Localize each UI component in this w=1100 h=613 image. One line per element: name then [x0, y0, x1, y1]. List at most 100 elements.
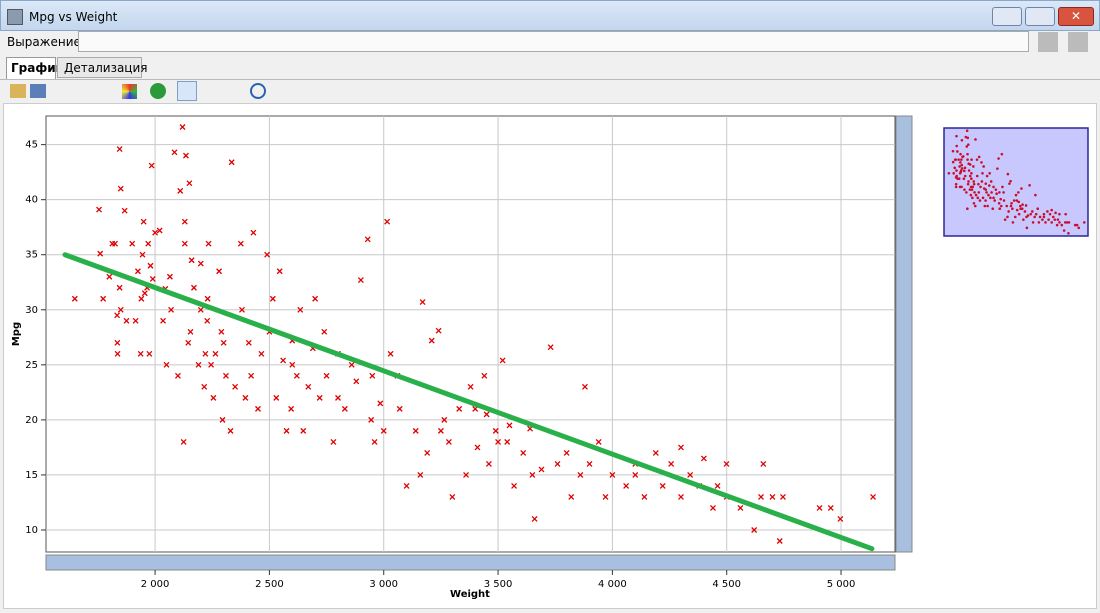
scatter-point	[116, 146, 123, 152]
scatter-point	[212, 350, 219, 357]
overview-point	[1025, 226, 1029, 230]
scatter-point	[687, 471, 694, 478]
overview-point	[967, 143, 970, 146]
overview-point	[954, 185, 958, 189]
scatter-point	[678, 493, 684, 500]
overview-point	[954, 158, 958, 161]
maximize-button[interactable]	[1025, 7, 1055, 26]
scatter-point	[216, 268, 223, 275]
scatter-point	[186, 180, 193, 187]
scatter-point	[312, 295, 319, 302]
overview-point	[1047, 218, 1050, 221]
tool-button[interactable]	[30, 84, 46, 98]
tool-button[interactable]	[250, 83, 266, 99]
overview-point	[1073, 223, 1077, 227]
overview-point	[969, 193, 973, 197]
expression-button[interactable]	[1038, 32, 1058, 52]
fit-line	[62, 252, 875, 552]
overview-point	[1051, 215, 1055, 219]
tab[interactable]: График	[6, 57, 64, 79]
expression-label: Выражение:	[7, 35, 85, 49]
overview-point	[1020, 187, 1023, 190]
minimize-button[interactable]	[992, 7, 1022, 26]
overview-point	[1082, 221, 1086, 224]
scatter-point	[554, 460, 561, 467]
scatter-point	[456, 405, 463, 412]
scatter-point	[293, 372, 300, 379]
overview-point	[1009, 179, 1012, 183]
overview-point	[1009, 204, 1013, 208]
overview-point	[980, 161, 983, 164]
overview-point	[951, 160, 955, 164]
scatter-point	[714, 482, 721, 489]
y-tick-label: 20	[25, 415, 38, 426]
scatter-point	[323, 372, 330, 379]
overview-point	[962, 169, 966, 173]
scatter-point	[197, 260, 204, 267]
scatter-point	[511, 482, 518, 489]
overview-point	[1006, 215, 1009, 219]
scatter-point	[238, 306, 245, 313]
scatter-point	[330, 438, 337, 445]
vertical-scrollbar[interactable]	[895, 115, 913, 553]
expression-button[interactable]	[1068, 32, 1088, 52]
scatter-point	[180, 438, 187, 445]
scatter-point	[264, 251, 271, 258]
scatter-point	[492, 427, 499, 434]
overview-point	[1023, 210, 1027, 213]
overview-point	[1014, 193, 1018, 197]
scatter-point	[538, 466, 545, 473]
scatter-point	[586, 460, 593, 467]
scatter-point	[123, 317, 130, 324]
overview-point	[957, 177, 961, 181]
overview-point	[980, 180, 984, 183]
overview-point	[1058, 212, 1061, 216]
overview-point	[967, 169, 971, 172]
overview-point	[970, 177, 973, 181]
overview-point	[990, 191, 993, 194]
scatter-point	[160, 317, 167, 324]
scatter-point	[403, 482, 410, 489]
toolbar	[0, 79, 1100, 102]
scatter-point	[140, 218, 147, 225]
tool-button[interactable]	[177, 81, 197, 101]
overview-point	[973, 191, 976, 194]
scatter-point	[652, 449, 659, 456]
overview-point	[1058, 221, 1061, 224]
scatter-point	[134, 268, 141, 275]
scatter-point	[353, 378, 360, 385]
overview-point	[1031, 210, 1034, 213]
scatter-point	[506, 422, 513, 429]
close-button[interactable]: ✕	[1058, 7, 1094, 26]
overview-point	[1060, 223, 1064, 227]
scatter-point	[357, 277, 364, 284]
scatter-point	[96, 206, 103, 213]
overview-point	[992, 185, 995, 189]
scatter-point	[467, 383, 474, 390]
overview-point	[972, 165, 975, 168]
overview-point	[1011, 207, 1014, 211]
overview-point	[959, 152, 962, 156]
scatter-point	[181, 240, 188, 247]
tool-button[interactable]	[150, 83, 166, 99]
overview-point	[966, 158, 969, 161]
scatter-point	[335, 394, 341, 401]
scatter-point	[201, 383, 208, 390]
tool-button[interactable]	[10, 84, 26, 98]
scatter-point	[168, 306, 175, 313]
expression-input[interactable]	[78, 31, 1029, 52]
overview-point	[963, 174, 967, 178]
tab[interactable]: Детализация	[57, 57, 148, 78]
overview-point	[956, 150, 959, 153]
scatter-point	[237, 240, 244, 247]
overview-point	[1034, 212, 1038, 216]
scatter-point	[182, 152, 189, 159]
overview-point	[995, 192, 998, 196]
horizontal-scrollbar[interactable]	[45, 554, 896, 571]
y-tick-label: 25	[25, 360, 38, 371]
tool-button[interactable]	[122, 84, 137, 99]
scatter-point	[156, 227, 163, 234]
overview-point	[987, 193, 990, 197]
overview-point	[966, 207, 969, 211]
overview-point	[1034, 193, 1037, 197]
